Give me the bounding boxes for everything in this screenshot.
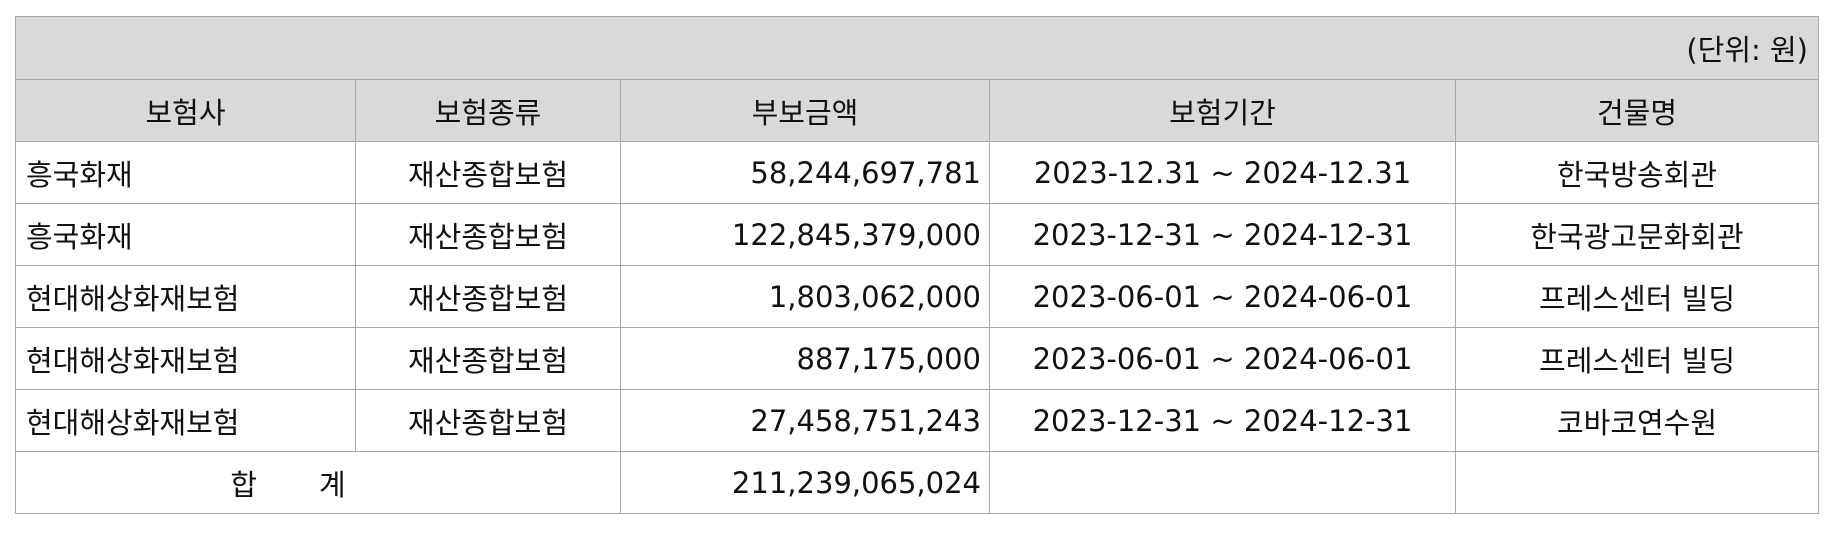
cell-insurer: 현대해상화재보험 [15,265,356,328]
total-label-char-1: 합 [230,467,257,502]
cell-insurance-type: 재산종합보험 [355,265,621,328]
cell-building-name: 코바코연수원 [1454,389,1820,452]
cell-insurance-type: 재산종합보험 [355,327,621,390]
header-insurance-period: 보험기간 [989,79,1456,142]
table-row: 흥국화재 재산종합보험 58,244,697,781 2023-12.31 ~ … [15,141,1820,204]
cell-insurance-period: 2023-12.31 ~ 2024-12.31 [989,141,1456,204]
cell-insurance-period: 2023-06-01 ~ 2024-06-01 [989,327,1456,390]
total-empty-period [989,451,1456,514]
table-row: 현대해상화재보험 재산종합보험 27,458,751,243 2023-12-3… [15,389,1820,452]
insurance-table-container: (단위: 원) 보험사 보험종류 부보금액 보험기간 건물명 흥국화재 재산종합… [14,16,1820,514]
insurance-table: (단위: 원) 보험사 보험종류 부보금액 보험기간 건물명 흥국화재 재산종합… [14,16,1820,514]
total-amount: 211,239,065,024 [620,451,990,514]
cell-building-name: 한국방송회관 [1454,141,1820,204]
table-row: 현대해상화재보험 재산종합보험 887,175,000 2023-06-01 ~… [15,327,1820,390]
table-row: 흥국화재 재산종합보험 122,845,379,000 2023-12-31 ~… [15,203,1820,266]
header-insurer: 보험사 [15,79,356,142]
cell-insurer: 흥국화재 [15,203,356,266]
cell-insured-amount: 1,803,062,000 [620,265,990,328]
cell-building-name: 프레스센터 빌딩 [1454,327,1820,390]
cell-insurance-type: 재산종합보험 [355,389,621,452]
cell-insurer: 현대해상화재보험 [15,389,356,452]
cell-insured-amount: 887,175,000 [620,327,990,390]
header-insured-amount: 부보금액 [620,79,990,142]
cell-insurance-type: 재산종합보험 [355,141,621,204]
cell-insurance-period: 2023-06-01 ~ 2024-06-01 [989,265,1456,328]
cell-building-name: 프레스센터 빌딩 [1454,265,1820,328]
table-row: 현대해상화재보험 재산종합보험 1,803,062,000 2023-06-01… [15,265,1820,328]
header-row: 보험사 보험종류 부보금액 보험기간 건물명 [15,79,1820,142]
cell-insured-amount: 58,244,697,781 [620,141,990,204]
cell-insured-amount: 122,845,379,000 [620,203,990,266]
total-label-char-2: 계 [319,467,346,502]
unit-note: (단위: 원) [14,16,1820,80]
cell-insurer: 흥국화재 [15,141,356,204]
total-empty-building [1454,451,1820,514]
cell-building-name: 한국광고문화회관 [1454,203,1820,266]
header-insurance-type: 보험종류 [355,79,621,142]
header-building-name: 건물명 [1454,79,1820,142]
cell-insured-amount: 27,458,751,243 [620,389,990,452]
cell-insurance-period: 2023-12-31 ~ 2024-12-31 [989,389,1456,452]
unit-row: (단위: 원) [14,16,1820,80]
cell-insurer: 현대해상화재보험 [15,327,356,390]
cell-insurance-period: 2023-12-31 ~ 2024-12-31 [989,203,1456,266]
cell-insurance-type: 재산종합보험 [355,203,621,266]
